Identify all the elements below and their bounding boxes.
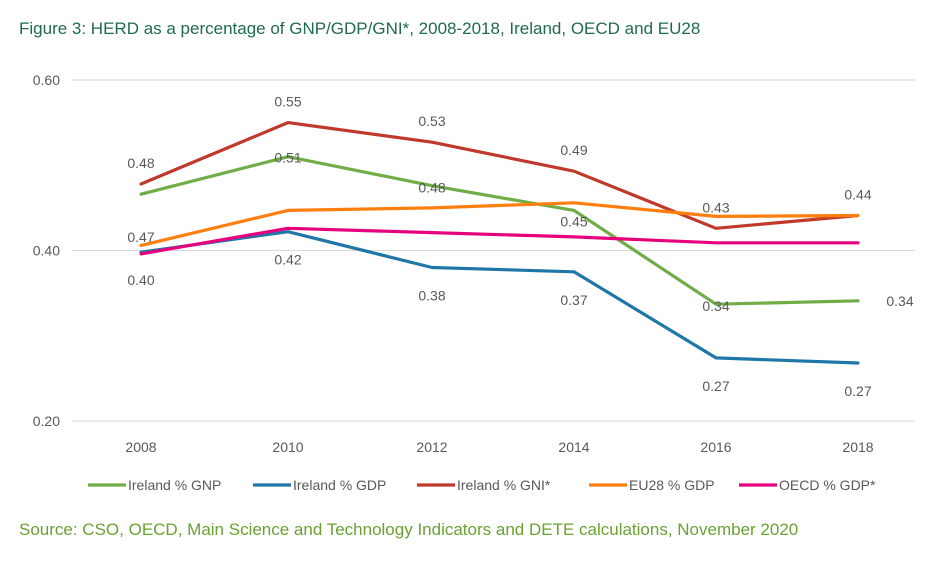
data-label: 0.34 bbox=[702, 298, 729, 314]
x-axis-ticks: 2008 2010 2012 2014 2016 2018 bbox=[125, 439, 873, 455]
x-tick-label: 2018 bbox=[842, 439, 873, 455]
x-tick-label: 2012 bbox=[416, 439, 447, 455]
data-label: 0.51 bbox=[274, 150, 301, 166]
source-note: Source: CSO, OECD, Main Science and Tech… bbox=[19, 520, 799, 539]
legend-label: Ireland % GNP bbox=[128, 477, 221, 493]
data-label: 0.48 bbox=[127, 155, 154, 171]
series-line bbox=[139, 120, 860, 230]
data-label: 0.49 bbox=[560, 142, 587, 158]
legend-label: OECD % GDP* bbox=[779, 477, 876, 493]
data-label: 0.55 bbox=[274, 94, 301, 110]
grid-lines bbox=[72, 79, 915, 422]
series-line bbox=[139, 226, 860, 256]
series-lines bbox=[139, 120, 860, 365]
y-axis-ticks: 0.60 0.40 0.20 bbox=[33, 72, 60, 429]
data-label: 0.42 bbox=[274, 252, 301, 268]
data-label: 0.38 bbox=[418, 288, 445, 304]
data-label: 0.47 bbox=[127, 229, 154, 245]
data-label: 0.43 bbox=[702, 199, 729, 215]
data-labels: 0.47 0.51 0.48 0.45 0.34 0.34 0.40 0.42 0.38 0.37… bbox=[127, 94, 913, 399]
legend-label: Ireland % GDP bbox=[293, 477, 386, 493]
x-tick-label: 2010 bbox=[272, 439, 303, 455]
data-label: 0.34 bbox=[886, 293, 913, 309]
legend-label: Ireland % GNI* bbox=[457, 477, 551, 493]
y-tick-label: 0.40 bbox=[33, 243, 60, 259]
series-line bbox=[139, 155, 860, 306]
figure-title: Figure 3: HERD as a percentage of GNP/GD… bbox=[19, 19, 701, 38]
data-label: 0.27 bbox=[702, 378, 729, 394]
data-label: 0.45 bbox=[560, 213, 587, 229]
x-tick-label: 2014 bbox=[558, 439, 589, 455]
x-tick-label: 2008 bbox=[125, 439, 156, 455]
data-label: 0.48 bbox=[418, 180, 445, 196]
series-line bbox=[139, 230, 860, 365]
legend: Ireland % GNP Ireland % GDP Ireland % GNI*… bbox=[88, 477, 876, 493]
data-label: 0.53 bbox=[418, 113, 445, 129]
data-label: 0.44 bbox=[844, 187, 871, 203]
data-label: 0.40 bbox=[127, 272, 154, 288]
y-tick-label: 0.20 bbox=[33, 413, 60, 429]
data-label: 0.37 bbox=[560, 292, 587, 308]
y-tick-label: 0.60 bbox=[33, 72, 60, 88]
legend-label: EU28 % GDP bbox=[629, 477, 715, 493]
data-label: 0.27 bbox=[844, 383, 871, 399]
x-tick-label: 2016 bbox=[700, 439, 731, 455]
series-line bbox=[139, 201, 860, 247]
